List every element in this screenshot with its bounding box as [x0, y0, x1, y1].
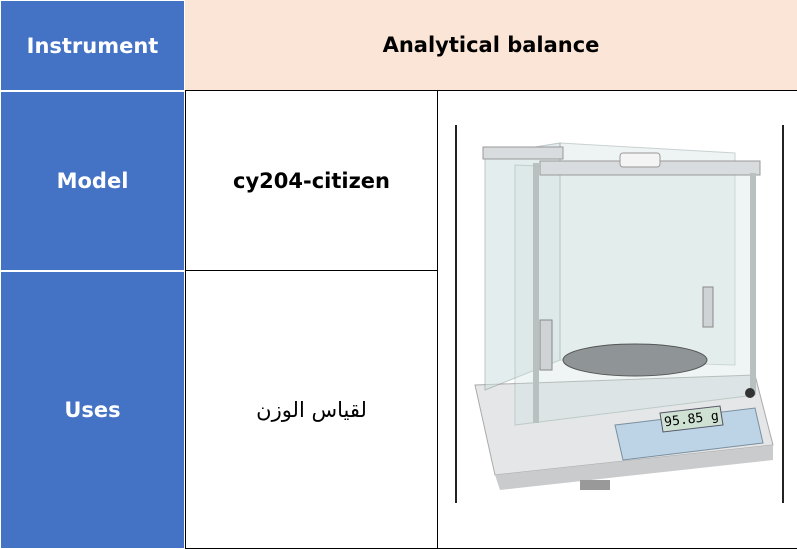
header-value: Analytical balance [383, 33, 600, 57]
table: Instrument Analytical balance Model cy20… [0, 0, 797, 549]
row-value-cell: cy204-citizen [185, 91, 437, 271]
header-cell: Analytical balance [185, 0, 797, 91]
row-label-cell: Uses [0, 271, 185, 549]
balance-image: 95.85 g [455, 125, 785, 503]
row-value: لقياس الوزن [256, 398, 367, 422]
row-value-cell: لقياس الوزن [185, 271, 437, 549]
header-cell: Instrument [0, 0, 185, 91]
header-label: Instrument [27, 34, 159, 58]
row-value: cy204-citizen [233, 169, 390, 193]
row-label-cell: Model [0, 91, 185, 271]
row-label: Uses [64, 398, 120, 422]
image-cell: 95.85 g [437, 91, 797, 549]
row-label: Model [57, 169, 129, 193]
